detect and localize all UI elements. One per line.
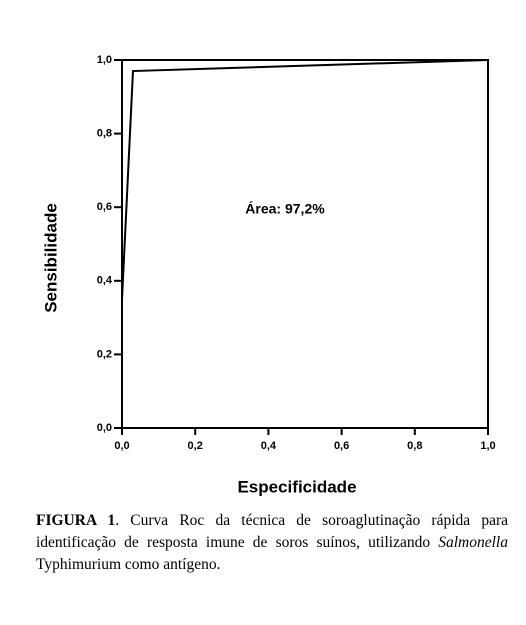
x-tick-label: 0,4 <box>261 440 277 452</box>
caption-text: Salmonella <box>438 534 508 551</box>
y-tick-label: 0,4 <box>97 275 113 287</box>
caption-text: FIGURA 1 <box>36 512 116 529</box>
caption-text: . Curva Roc da técnica de soroaglutinaçã… <box>36 512 508 551</box>
x-tick-label: 0,2 <box>188 440 203 452</box>
y-axis-label: Sensibilidade <box>41 203 60 313</box>
x-tick-label: 0,6 <box>334 440 349 452</box>
x-tick-label: 0,0 <box>114 440 129 452</box>
plot-frame <box>121 59 489 429</box>
x-tick-label: 1,0 <box>480 440 495 452</box>
y-tick-label: 0,6 <box>97 201 112 213</box>
x-tick-label: 0,8 <box>407 440 422 452</box>
x-axis-label: Especificidade <box>237 477 356 496</box>
roc-curve <box>121 59 489 300</box>
chart: Área: 97,2% Especificidade Sensibilidade… <box>41 54 495 497</box>
caption: FIGURA 1. Curva Roc da técnica de soroag… <box>36 510 508 576</box>
annotation: Área: 97,2% <box>245 201 325 217</box>
y-tick-label: 0,0 <box>97 422 112 434</box>
y-tick-label: 0,2 <box>97 348 112 360</box>
y-tick-label: 1,0 <box>97 54 112 66</box>
y-tick-label: 0,8 <box>97 128 112 140</box>
caption-text: Typhimurium como antígeno. <box>36 556 221 573</box>
